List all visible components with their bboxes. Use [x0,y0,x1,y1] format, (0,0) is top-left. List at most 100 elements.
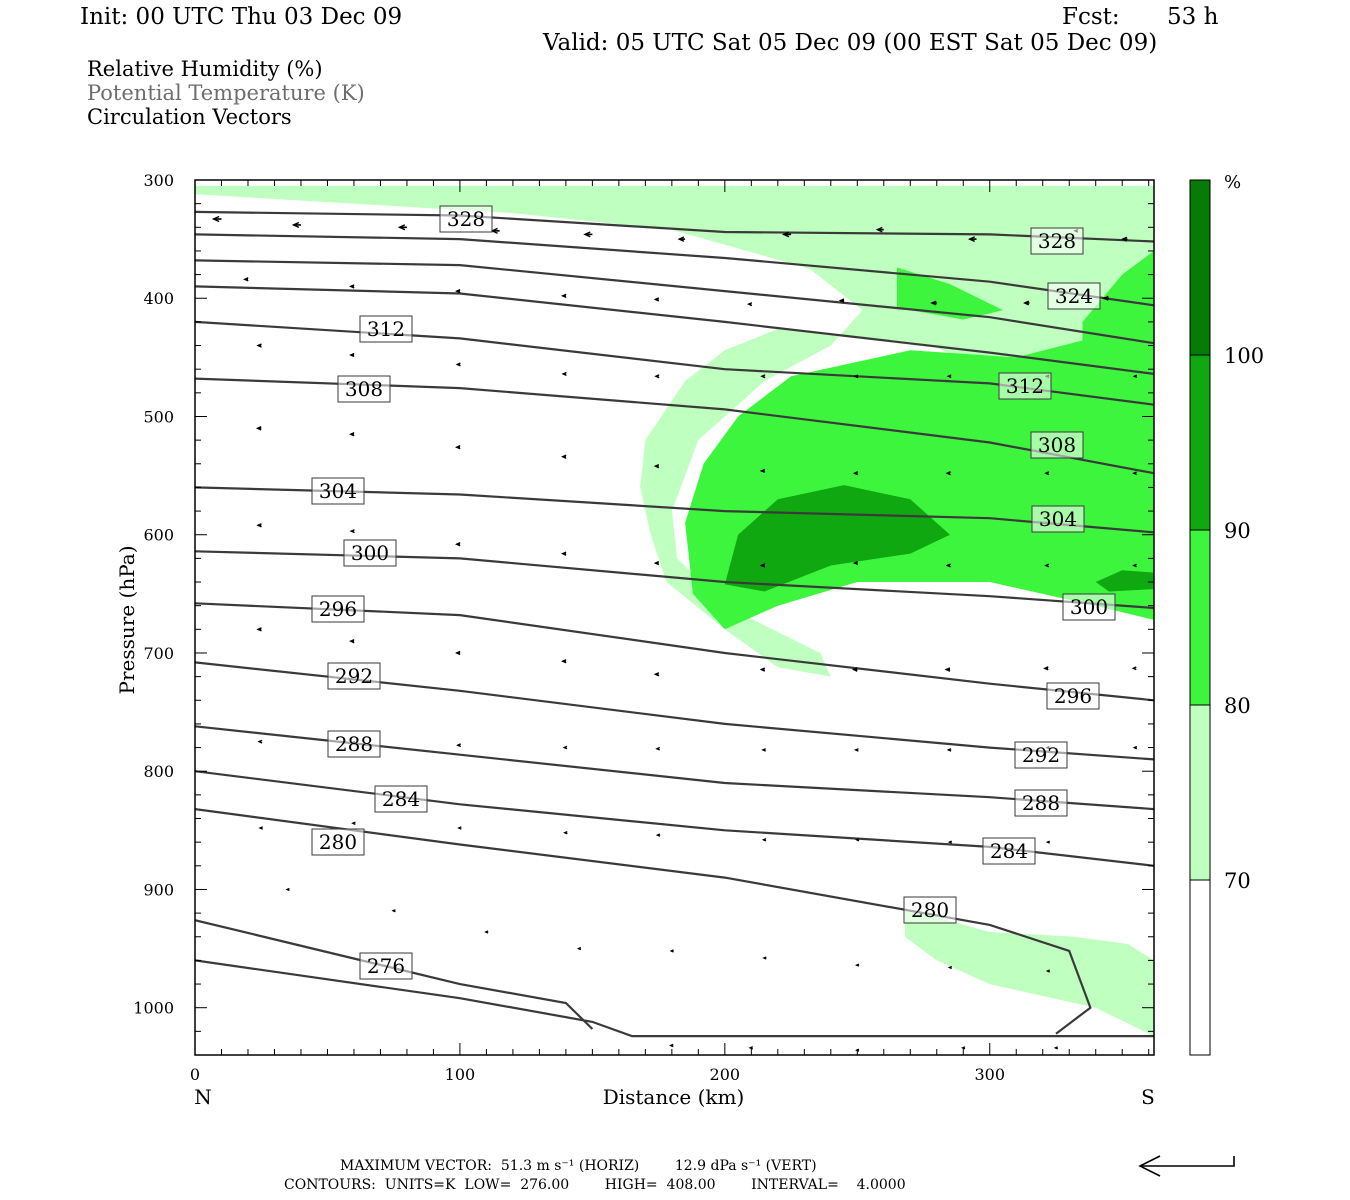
circulation-vector [258,826,263,830]
theta-contour-320 [195,259,1154,345]
footer-contour-info: CONTOURS: UNITS=K LOW= 276.00 HIGH= 408.… [284,1177,906,1193]
contour-label: 276 [359,952,413,980]
reference-vector [1138,1155,1235,1177]
circulation-vector [761,748,766,752]
y-tick-label: 600 [143,526,174,545]
init-time: Init: 00 UTC Thu 03 Dec 09 [80,4,403,30]
forecast-label: Fcst: [1062,4,1120,30]
circulation-vector [944,667,951,672]
rh-region-70-80 [905,908,1154,1037]
colorbar-segment [1189,704,1211,881]
circulation-vector [759,468,766,474]
circulation-vector [653,463,660,469]
circulation-vector [560,454,567,459]
circulation-vector [1053,1046,1058,1050]
svg-text:292: 292 [335,664,373,688]
circulation-vector [455,542,461,547]
circulation-vector [576,946,582,951]
circulation-vector [945,471,951,476]
circulation-vector [653,560,660,566]
circulation-vector [256,343,262,348]
colorbar-segment [1189,179,1211,356]
circulation-vector [781,231,792,238]
circulation-vector [285,887,290,892]
circulation-vector [256,627,262,632]
axes: 0 100 200 300 300 400 500 600 700 800 900 1000 N S Dis… [115,171,1155,1109]
circulation-vector [759,667,766,672]
y-tick-label: 500 [143,407,174,426]
circulation-vector [946,748,952,752]
contour-label: 280 [903,896,957,924]
circulation-vector [349,432,355,437]
reference-vector-head [1138,1155,1161,1177]
theta-contour-280 [195,808,1092,1035]
contour-label: 300 [343,539,397,567]
contour-label: 308 [337,375,391,403]
svg-text:304: 304 [1039,507,1077,531]
circulation-vector [1045,840,1051,844]
colorbar-segment [1189,354,1211,531]
contour-label: 324 [1047,282,1101,310]
svg-text:288: 288 [1022,791,1060,815]
x-tick-label: 300 [974,1065,1005,1084]
circulation-vector [455,362,461,367]
circulation-vector [1132,745,1138,750]
svg-text:304: 304 [319,479,357,503]
circulation-vector [257,739,263,744]
circulation-vector [1121,236,1128,242]
y-tick-label: 700 [143,644,174,663]
circulation-vector [1132,471,1137,476]
reference-vector-arrow [1140,1156,1235,1167]
svg-text:300: 300 [1070,595,1108,619]
x-tick-label: 200 [710,1065,741,1084]
contour-label: 300 [1062,593,1116,621]
circulation-vector [746,302,753,307]
y-tick-label: 900 [143,880,174,899]
contour-label: 288 [1014,789,1068,817]
svg-text:328: 328 [447,207,485,231]
circulation-vector [1023,300,1030,306]
circulation-vector [211,215,222,223]
circulation-vector [855,838,860,842]
colorbar-label: 100 [1224,344,1264,368]
circulation-vector [759,563,766,568]
x-end-label-south: S [1141,1085,1155,1109]
circulation-vector [947,965,953,970]
x-tick-label: 100 [445,1065,476,1084]
circulation-vector [583,231,593,238]
svg-text:296: 296 [319,597,357,621]
circulation-vector [255,426,262,431]
circulation-vector [562,745,568,750]
x-axis-title: Distance (km) [603,1085,745,1109]
plot-frame [194,179,1155,1056]
svg-text:284: 284 [382,787,420,811]
circulation-vector [1043,666,1049,671]
circulation-vector [946,374,952,379]
circulation-vector [1131,666,1137,671]
circulation-vector [838,298,845,303]
circulation-vector [484,930,489,934]
circulation-vector [397,224,407,231]
svg-text:280: 280 [911,898,949,922]
svg-text:276: 276 [367,954,405,978]
contour-label: 288 [327,730,381,758]
colorbar-segment [1189,529,1211,706]
colorbar-segment [1189,879,1211,1056]
legend-potential-temperature: Potential Temperature (K) [87,81,365,105]
circulation-vector [391,909,396,913]
circulation-vector [677,236,686,242]
circulation-vector [351,821,356,825]
colorbar: % 100 90 80 70 [1189,172,1264,1056]
circulation-vector [291,221,301,228]
circulation-vector [961,1046,966,1050]
circulation-vector [653,672,660,677]
circulation-vector [947,840,953,844]
relative-humidity-shading [195,185,1154,1037]
circulation-vector [853,374,859,379]
valid-time: Valid: 05 UTC Sat 05 Dec 09 (00 EST Sat … [543,30,1158,56]
circulation-vector [1132,374,1138,379]
circulation-vector [654,374,660,379]
svg-text:328: 328 [1038,229,1076,253]
circulation-vector [349,352,355,358]
theta-contour-276 [195,919,594,1030]
